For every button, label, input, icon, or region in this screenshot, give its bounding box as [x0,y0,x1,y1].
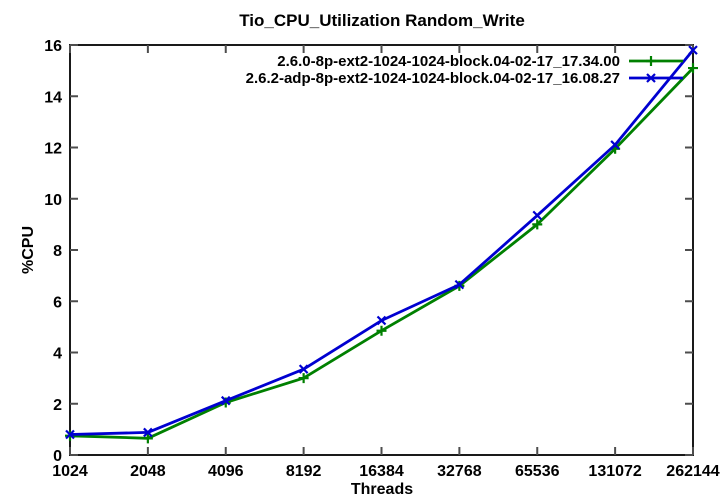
x-tick-label: 262144 [666,463,719,480]
x-tick-label: 4096 [208,463,244,480]
y-axis-label: %CPU [20,226,37,274]
y-tick-label: 8 [53,243,62,260]
x-tick-label: 16384 [359,463,404,480]
y-tick-label: 4 [53,346,62,363]
data-point-marker [454,279,465,290]
data-point-marker [220,395,231,406]
x-tick-label: 8192 [286,463,322,480]
data-point-marker [688,45,698,55]
legend-label-series-1: 2.6.2-adp-8p-ext2-1024-1024-block.04-02-… [246,70,620,87]
data-point-marker [143,427,153,438]
series-line-0 [68,66,695,440]
y-tick-label: 16 [44,38,62,55]
data-point-marker [532,210,543,221]
data-point-marker [65,429,75,440]
data-point-marker [688,63,698,74]
x-tick-label: 65536 [515,463,560,480]
data-point-marker [532,219,543,230]
legend-line-samples [629,56,683,83]
data-point-marker [298,373,309,384]
data-point-marker [376,315,387,326]
y-tick-label: 2 [53,397,62,414]
data-point-marker [610,140,620,150]
data-point-marker [298,364,309,374]
y-tick-label: 14 [44,89,62,106]
data-point-marker [142,433,153,444]
chart-title: Tio_CPU_Utilization Random_Write [239,11,525,30]
data-point-marker [376,325,387,336]
x-tick-label: 32768 [437,463,482,480]
legend: 2.6.0-8p-ext2-1024-1024-block.04-02-17_1… [246,53,683,87]
x-axis-label: Threads [351,481,413,498]
series-lines [65,45,698,444]
legend-label-series-0: 2.6.0-8p-ext2-1024-1024-block.04-02-17_1… [277,53,620,70]
y-tick-label: 0 [53,448,62,465]
series-line-1 [68,48,695,436]
x-tick-label: 1024 [52,463,88,480]
x-tick-label: 131072 [588,463,641,480]
y-tick-label: 6 [53,294,62,311]
legend-sample-marker-1 [646,73,656,83]
y-tick-label: 12 [44,141,62,158]
axes: 1024 2048 4096 8192 16384 32768 65536 131072 262… [44,38,720,480]
plot-border [69,44,694,456]
y-tick-label: 10 [44,192,62,209]
x-tick-label: 2048 [130,463,166,480]
legend-sample-marker-0 [646,56,656,66]
